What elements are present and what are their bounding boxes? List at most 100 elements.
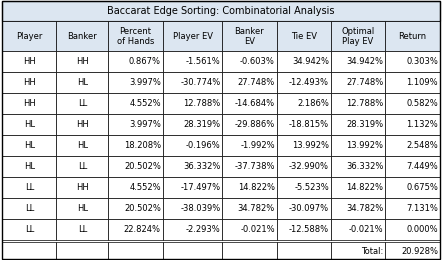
Bar	[57, 242, 108, 260]
Bar	[222, 177, 277, 198]
Text: -14.684%: -14.684%	[235, 99, 275, 108]
Bar	[57, 219, 108, 240]
Text: 7.449%: 7.449%	[406, 162, 438, 171]
Bar	[163, 114, 222, 135]
Text: 7.131%: 7.131%	[406, 204, 438, 213]
Bar	[57, 114, 108, 135]
Text: -12.588%: -12.588%	[289, 225, 329, 234]
Text: LL: LL	[78, 225, 87, 234]
Text: LL: LL	[78, 162, 87, 171]
Bar	[385, 177, 440, 198]
Bar	[108, 51, 163, 72]
Bar	[277, 177, 331, 198]
Bar	[222, 242, 277, 260]
Bar	[163, 135, 222, 156]
Bar	[57, 21, 108, 51]
Bar	[163, 242, 222, 260]
Text: 34.782%: 34.782%	[238, 204, 275, 213]
Bar	[331, 72, 385, 93]
Text: 2.186%: 2.186%	[297, 99, 329, 108]
Bar	[277, 219, 331, 240]
Text: 14.822%: 14.822%	[238, 183, 275, 192]
Bar	[385, 21, 440, 51]
Bar	[277, 198, 331, 219]
Bar	[385, 114, 440, 135]
Text: HL: HL	[77, 141, 88, 150]
Bar	[163, 51, 222, 72]
Text: -29.886%: -29.886%	[235, 120, 275, 129]
Bar	[222, 219, 277, 240]
Bar	[2, 114, 57, 135]
Bar	[385, 156, 440, 177]
Bar	[108, 72, 163, 93]
Text: 0.867%: 0.867%	[129, 57, 161, 66]
Text: -18.815%: -18.815%	[289, 120, 329, 129]
Text: -32.990%: -32.990%	[289, 162, 329, 171]
Bar	[2, 21, 57, 51]
Text: 12.788%: 12.788%	[346, 99, 383, 108]
Bar	[385, 93, 440, 114]
Bar	[2, 177, 57, 198]
Text: -0.196%: -0.196%	[186, 141, 221, 150]
Bar	[163, 219, 222, 240]
Bar	[331, 51, 385, 72]
Text: 4.552%: 4.552%	[129, 183, 161, 192]
Text: HH: HH	[23, 99, 36, 108]
Bar	[331, 156, 385, 177]
Bar	[222, 135, 277, 156]
Text: 20.502%: 20.502%	[124, 162, 161, 171]
Bar	[108, 135, 163, 156]
Text: 12.788%: 12.788%	[183, 99, 221, 108]
Text: HH: HH	[23, 78, 36, 87]
Bar	[331, 219, 385, 240]
Text: -0.603%: -0.603%	[240, 57, 275, 66]
Text: HL: HL	[77, 204, 88, 213]
Bar	[331, 198, 385, 219]
Text: 34.782%: 34.782%	[346, 204, 383, 213]
Text: 20.502%: 20.502%	[124, 204, 161, 213]
Text: 27.748%: 27.748%	[346, 78, 383, 87]
Bar	[2, 135, 57, 156]
Bar	[163, 93, 222, 114]
Text: 28.319%: 28.319%	[346, 120, 383, 129]
Text: HH: HH	[76, 183, 89, 192]
Text: -30.774%: -30.774%	[180, 78, 221, 87]
Bar	[108, 114, 163, 135]
Text: 22.824%: 22.824%	[124, 225, 161, 234]
Text: HH: HH	[76, 120, 89, 129]
Text: 0.582%: 0.582%	[406, 99, 438, 108]
Bar	[57, 156, 108, 177]
Bar	[222, 51, 277, 72]
Bar	[57, 198, 108, 219]
Text: Return: Return	[398, 32, 427, 41]
Bar	[277, 51, 331, 72]
Text: -1.561%: -1.561%	[186, 57, 221, 66]
Text: HH: HH	[76, 57, 89, 66]
Bar	[57, 177, 108, 198]
Bar	[108, 219, 163, 240]
Bar	[163, 198, 222, 219]
Bar	[108, 177, 163, 198]
Text: Percent
of Hands: Percent of Hands	[117, 27, 154, 46]
Text: Total:: Total:	[361, 247, 383, 256]
Text: 34.942%: 34.942%	[292, 57, 329, 66]
Bar	[222, 93, 277, 114]
Text: 13.992%: 13.992%	[292, 141, 329, 150]
Bar	[108, 242, 163, 260]
Bar	[277, 135, 331, 156]
Bar	[385, 242, 440, 260]
Bar	[222, 114, 277, 135]
Text: Player EV: Player EV	[172, 32, 213, 41]
Bar	[385, 219, 440, 240]
Text: LL: LL	[25, 183, 34, 192]
Text: 3.997%: 3.997%	[129, 120, 161, 129]
Text: -37.738%: -37.738%	[234, 162, 275, 171]
Bar	[108, 21, 163, 51]
Text: 28.319%: 28.319%	[183, 120, 221, 129]
Text: 2.548%: 2.548%	[406, 141, 438, 150]
Text: Banker
EV: Banker EV	[235, 27, 264, 46]
Bar	[277, 93, 331, 114]
Text: HL: HL	[24, 141, 35, 150]
Bar	[385, 198, 440, 219]
Text: 13.992%: 13.992%	[347, 141, 383, 150]
